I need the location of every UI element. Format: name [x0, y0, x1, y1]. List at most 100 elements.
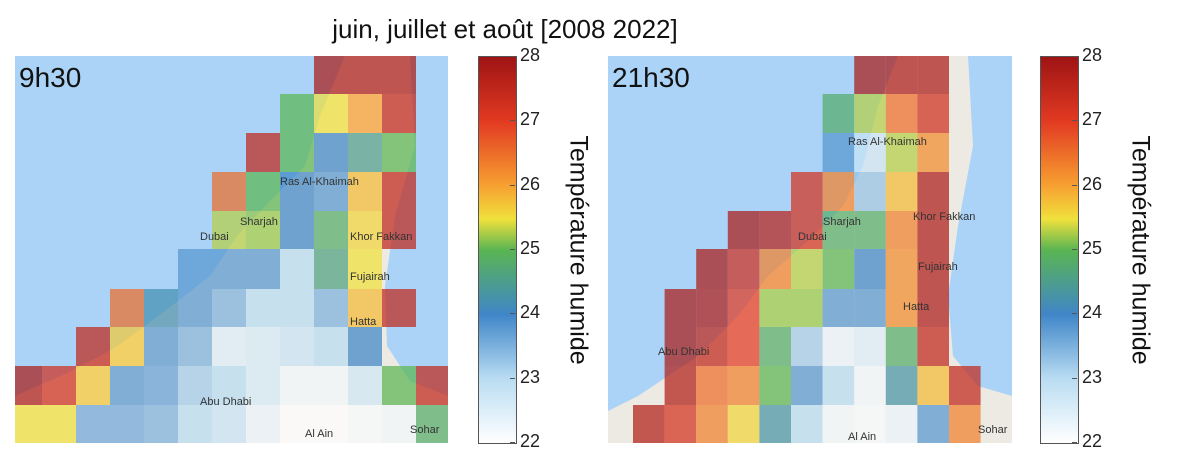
- heatmap-cell: [348, 366, 382, 405]
- heatmap-cell: [382, 289, 416, 327]
- city-label: Khor Fakkan: [350, 231, 413, 243]
- heatmap-cell: [110, 366, 144, 405]
- heatmap-cell: [382, 366, 416, 405]
- heatmap-cell: [727, 366, 760, 405]
- heatmap-cell: [917, 327, 949, 366]
- city-label: Abu Dhabi: [658, 346, 710, 358]
- heatmap-cell: [246, 249, 280, 289]
- heatmap-cell: [949, 405, 981, 443]
- heatmap-cell: [822, 94, 855, 133]
- heatmap-cell: [727, 289, 760, 327]
- heatmap-cell: [791, 289, 823, 327]
- tick-mark: [510, 184, 515, 186]
- heatmap-cell: [314, 366, 348, 405]
- city-label: Fujairah: [350, 271, 390, 283]
- heatmap-cell: [696, 289, 728, 327]
- heatmap-cell: [759, 405, 791, 443]
- heatmap-cell: [854, 211, 886, 249]
- heatmap-cell: [791, 327, 823, 366]
- heatmap-cell: [280, 366, 314, 405]
- heatmap-cell: [822, 289, 855, 327]
- heatmap-cell: [854, 172, 886, 211]
- heatmap-cell: [178, 327, 212, 366]
- heatmap-cell: [76, 405, 110, 443]
- heatmap-cell: [416, 366, 448, 405]
- heatmap-cell: [42, 366, 76, 405]
- heatmap-cell: [917, 249, 949, 289]
- heatmap-cell: [917, 56, 949, 94]
- heatmap-cell: [144, 405, 178, 443]
- heatmap-cell: [212, 172, 246, 211]
- heatmap-cell: [885, 211, 918, 249]
- heatmap-cell: [348, 211, 382, 249]
- heatmap-cell: [212, 327, 246, 366]
- heatmap-cell: [696, 366, 728, 405]
- heatmap-cell: [885, 405, 918, 443]
- tick-label: 22: [520, 431, 541, 451]
- heatmap-cell: [212, 405, 246, 443]
- heatmap-cell: [822, 211, 855, 249]
- tick-mark: [1072, 56, 1077, 57]
- heatmap-cell: [917, 133, 949, 172]
- tick-label: 24: [1082, 302, 1103, 323]
- heatmap-cell: [791, 249, 823, 289]
- tick-mark: [510, 442, 515, 443]
- heatmap-cell: [15, 405, 42, 443]
- city-label: Hatta: [350, 316, 377, 328]
- heatmap-cell: [314, 289, 348, 327]
- tick-label: 25: [520, 238, 541, 258]
- heatmap-cell: [664, 366, 697, 405]
- heatmap-cell: [348, 172, 382, 211]
- colorbar-label: Température humide: [564, 135, 593, 365]
- tick-label: 26: [520, 173, 541, 194]
- tick-label: 27: [1082, 109, 1103, 130]
- tick-mark: [510, 249, 515, 250]
- heatmap-cell: [246, 172, 280, 211]
- heatmap-cell: [246, 366, 280, 405]
- tick-label: 25: [1082, 238, 1103, 258]
- heatmap-cell: [348, 405, 382, 443]
- heatmap-cell: [348, 327, 382, 366]
- heatmap-cell: [633, 405, 665, 443]
- heatmap-cell: [76, 327, 110, 366]
- heatmap-cell: [280, 249, 314, 289]
- heatmap-cell: [885, 289, 918, 327]
- heatmap-cell: [348, 56, 382, 94]
- tick-label: 28: [520, 45, 541, 65]
- heatmap-cell: [212, 249, 246, 289]
- heatmap-cell: [178, 289, 212, 327]
- tick-mark: [1072, 442, 1077, 443]
- city-label: Dubai: [798, 231, 827, 243]
- heatmap-cell: [885, 56, 918, 94]
- heatmap-cell: [246, 289, 280, 327]
- tick-label: 26: [1082, 173, 1103, 194]
- heatmap-cell: [246, 133, 280, 172]
- heatmap-cell: [791, 172, 823, 211]
- heatmap-cell: [854, 249, 886, 289]
- city-label: Ras Al-Khaimah: [280, 176, 359, 188]
- heatmap-cell: [917, 366, 949, 405]
- heatmap-cell: [280, 289, 314, 327]
- city-label: Sohar: [978, 424, 1008, 436]
- heatmap-cell: [854, 366, 886, 405]
- heatmap-cell: [110, 405, 144, 443]
- heatmap-cell: [885, 249, 918, 289]
- tick-mark: [510, 120, 515, 122]
- city-label: Al Ain: [848, 431, 877, 443]
- heatmap-cell: [664, 327, 697, 366]
- city-label: Fujairah: [918, 261, 958, 273]
- heatmap-cell: [822, 366, 855, 405]
- heatmap-cell: [76, 366, 110, 405]
- heatmap-cell: [759, 289, 791, 327]
- heatmap-cell: [791, 211, 823, 249]
- panel-label: 21h30: [612, 62, 690, 93]
- heatmap-cell: [178, 249, 212, 289]
- city-label: Ras Al-Khaimah: [848, 136, 927, 148]
- city-label: Al Ain: [305, 428, 334, 440]
- colorbar: [1040, 56, 1079, 444]
- colorbar-label: Température humide: [1126, 135, 1155, 365]
- heatmap-cell: [382, 405, 416, 443]
- heatmap-cell: [727, 327, 760, 366]
- heatmap-cell: [382, 56, 416, 94]
- heatmap-cell: [144, 366, 178, 405]
